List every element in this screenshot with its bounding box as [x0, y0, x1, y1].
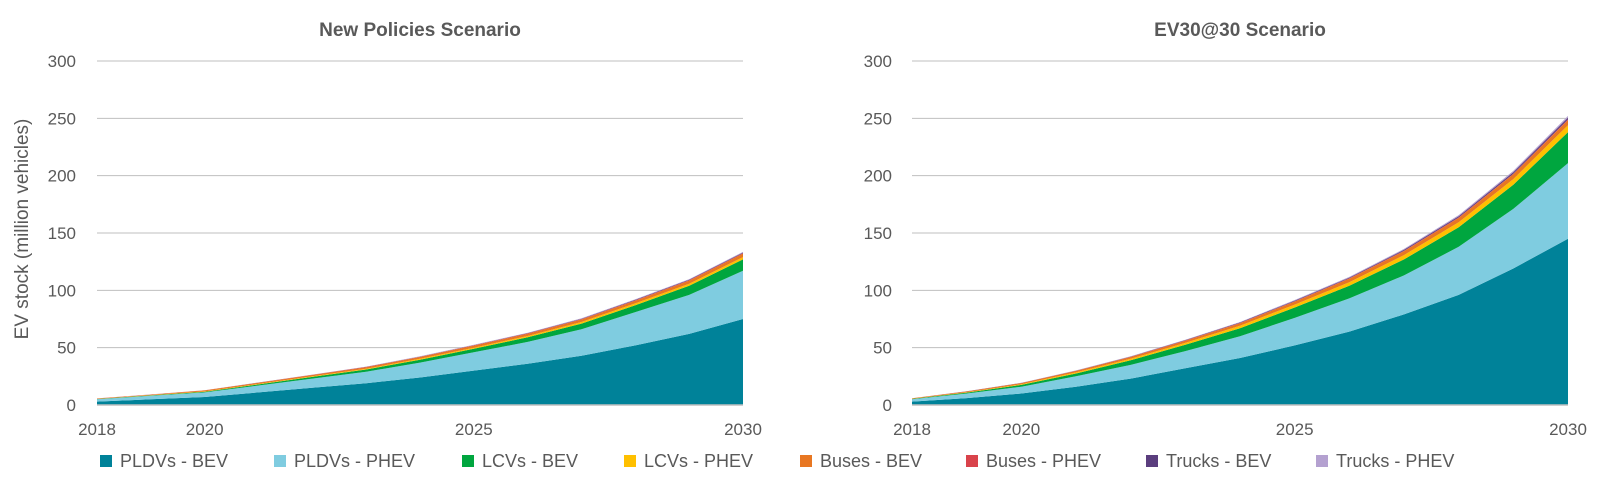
y-tick-label: 150	[864, 224, 892, 243]
legend-label: LCVs - BEV	[482, 450, 579, 471]
legend: PLDVs - BEV PLDVs - PHEV LCVs - BEV LCVs…	[100, 449, 1580, 475]
legend-swatch	[462, 455, 474, 467]
y-tick-label: 200	[48, 167, 76, 186]
area-pldvs-bev	[912, 238, 1568, 405]
x-tick-label: 2020	[186, 420, 224, 439]
y-tick-label: 200	[864, 167, 892, 186]
x-tick-label: 2030	[1549, 420, 1587, 439]
y-tick-label: 50	[57, 339, 76, 358]
x-tick-label: 2020	[1002, 420, 1040, 439]
legend-label: LCVs - PHEV	[644, 450, 754, 471]
y-tick-label: 100	[864, 281, 892, 300]
y-tick-label: 150	[48, 224, 76, 243]
legend-item-buses-bev: Buses - BEV	[800, 449, 922, 473]
x-tick-label: 2025	[455, 420, 493, 439]
legend-label: Buses - PHEV	[986, 450, 1102, 471]
chart-panel-1: 0 50 100 150 200 250 300 2018 2020 2025 2030 New Po…	[12, 20, 762, 439]
legend-item-trucks-phev: Trucks - PHEV	[1316, 449, 1454, 473]
legend-label: Buses - BEV	[820, 450, 923, 471]
y-tick-label: 250	[48, 109, 76, 128]
chart-title: EV30@30 Scenario	[1154, 20, 1326, 41]
legend-label: Trucks - PHEV	[1336, 450, 1455, 471]
legend-label: PLDVs - BEV	[120, 450, 229, 471]
legend-label: Trucks - BEV	[1166, 450, 1272, 471]
legend-item-lcvs-bev: LCVs - BEV	[462, 449, 578, 473]
chart-panel-2: 0 50 100 150 200 250 300 2018 2020 2025 2030 EV30@3…	[864, 20, 1587, 439]
legend-swatch	[274, 455, 286, 467]
legend-item-lcvs-phev: LCVs - PHEV	[624, 449, 753, 473]
legend-swatch	[1316, 455, 1328, 467]
y-tick-label: 0	[67, 396, 76, 415]
legend-item-buses-phev: Buses - PHEV	[966, 449, 1101, 473]
y-tick-label: 100	[48, 281, 76, 300]
chart-title: New Policies Scenario	[319, 20, 521, 41]
y-tick-label: 300	[48, 52, 76, 71]
legend-swatch	[966, 455, 978, 467]
legend-swatch	[800, 455, 812, 467]
legend-swatch	[1146, 455, 1158, 467]
legend-swatch	[624, 455, 636, 467]
legend-item-pldvs-phev: PLDVs - PHEV	[274, 449, 415, 473]
y-tick-label: 0	[883, 396, 892, 415]
legend-item-trucks-bev: Trucks - BEV	[1146, 449, 1271, 473]
x-tick-label: 2025	[1276, 420, 1314, 439]
x-tick-label: 2030	[724, 420, 762, 439]
y-tick-label: 50	[873, 339, 892, 358]
area-pldvs-phev	[97, 270, 743, 402]
legend-label: PLDVs - PHEV	[294, 450, 416, 471]
y-tick-label: 250	[864, 109, 892, 128]
x-tick-label: 2018	[78, 420, 116, 439]
y-tick-label: 300	[864, 52, 892, 71]
x-tick-label: 2018	[893, 420, 931, 439]
area-pldvs-bev	[97, 319, 743, 405]
legend-swatch	[100, 455, 112, 467]
area-pldvs-phev	[912, 163, 1568, 402]
legend-item-pldvs-bev: PLDVs - BEV	[100, 449, 228, 473]
y-axis-label: EV stock (million vehicles)	[12, 119, 33, 340]
